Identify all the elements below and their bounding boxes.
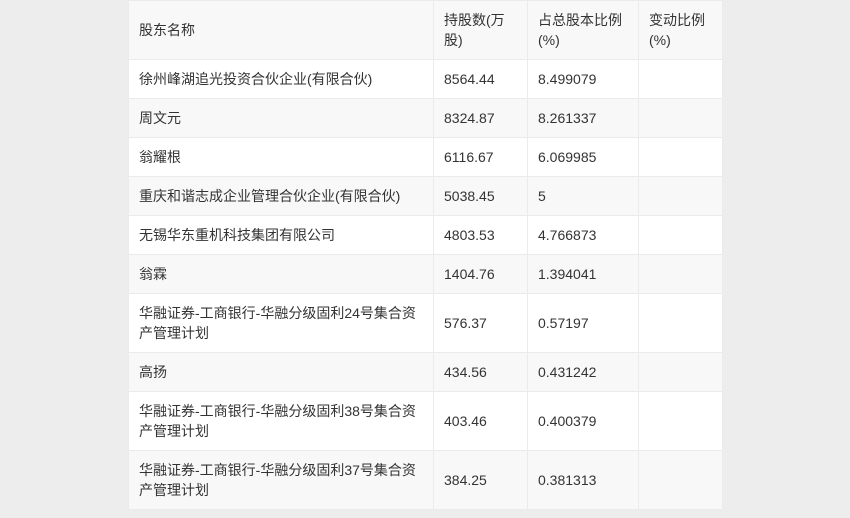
table-row: 周文元 8324.87 8.261337 [128,98,723,138]
shareholder-name-cell: 翁耀根 [128,137,434,177]
total-capital-ratio-cell: 1.394041 [527,254,639,294]
total-capital-ratio-cell: 8.261337 [527,98,639,138]
shares-held-cell: 1404.76 [433,254,528,294]
shares-held-cell: 576.37 [433,293,528,353]
shareholder-name-cell: 华融证券-工商银行-华融分级固利37号集合资产管理计划 [128,450,434,510]
shareholders-table-container: 股东名称 持股数(万股) 占总股本比例(%) 变动比例(%) 徐州峰湖追光投资合… [128,0,723,510]
shareholder-name-cell: 华融证券-工商银行-华融分级固利24号集合资产管理计划 [128,293,434,353]
change-ratio-cell [638,450,723,510]
change-ratio-cell [638,215,723,255]
table-row: 华融证券-工商银行-华融分级固利38号集合资产管理计划 403.46 0.400… [128,391,723,451]
table-row: 翁霖 1404.76 1.394041 [128,254,723,294]
change-ratio-cell [638,98,723,138]
change-ratio-cell [638,391,723,451]
change-ratio-cell [638,137,723,177]
shares-held-cell: 434.56 [433,352,528,392]
change-ratio-cell [638,352,723,392]
table-body: 徐州峰湖追光投资合伙企业(有限合伙) 8564.44 8.499079 周文元 … [128,59,723,510]
shares-held-cell: 6116.67 [433,137,528,177]
table-header: 股东名称 持股数(万股) 占总股本比例(%) 变动比例(%) [128,0,723,60]
column-header-shareholder-name: 股东名称 [128,0,434,60]
total-capital-ratio-cell: 0.57197 [527,293,639,353]
shareholders-table: 股东名称 持股数(万股) 占总股本比例(%) 变动比例(%) 徐州峰湖追光投资合… [128,0,723,510]
shares-held-cell: 5038.45 [433,176,528,216]
table-row: 徐州峰湖追光投资合伙企业(有限合伙) 8564.44 8.499079 [128,59,723,99]
shareholder-name-cell: 无锡华东重机科技集团有限公司 [128,215,434,255]
shareholder-name-cell: 周文元 [128,98,434,138]
table-row: 翁耀根 6116.67 6.069985 [128,137,723,177]
shareholder-name-cell: 徐州峰湖追光投资合伙企业(有限合伙) [128,59,434,99]
total-capital-ratio-cell: 0.400379 [527,391,639,451]
total-capital-ratio-cell: 0.381313 [527,450,639,510]
shareholder-name-cell: 高扬 [128,352,434,392]
table-row: 无锡华东重机科技集团有限公司 4803.53 4.766873 [128,215,723,255]
total-capital-ratio-cell: 0.431242 [527,352,639,392]
column-header-shares-held: 持股数(万股) [433,0,528,60]
shares-held-cell: 4803.53 [433,215,528,255]
total-capital-ratio-cell: 5 [527,176,639,216]
change-ratio-cell [638,254,723,294]
shares-held-cell: 403.46 [433,391,528,451]
change-ratio-cell [638,59,723,99]
total-capital-ratio-cell: 6.069985 [527,137,639,177]
shares-held-cell: 8564.44 [433,59,528,99]
table-row: 重庆和谐志成企业管理合伙企业(有限合伙) 5038.45 5 [128,176,723,216]
table-row: 华融证券-工商银行-华融分级固利37号集合资产管理计划 384.25 0.381… [128,450,723,510]
table-row: 高扬 434.56 0.431242 [128,352,723,392]
shareholder-name-cell: 翁霖 [128,254,434,294]
change-ratio-cell [638,176,723,216]
column-header-total-capital-ratio: 占总股本比例(%) [527,0,639,60]
total-capital-ratio-cell: 4.766873 [527,215,639,255]
header-row: 股东名称 持股数(万股) 占总股本比例(%) 变动比例(%) [128,0,723,60]
column-header-change-ratio: 变动比例(%) [638,0,723,60]
shares-held-cell: 384.25 [433,450,528,510]
table-row: 华融证券-工商银行-华融分级固利24号集合资产管理计划 576.37 0.571… [128,293,723,353]
shareholder-name-cell: 重庆和谐志成企业管理合伙企业(有限合伙) [128,176,434,216]
change-ratio-cell [638,293,723,353]
shares-held-cell: 8324.87 [433,98,528,138]
total-capital-ratio-cell: 8.499079 [527,59,639,99]
shareholder-name-cell: 华融证券-工商银行-华融分级固利38号集合资产管理计划 [128,391,434,451]
